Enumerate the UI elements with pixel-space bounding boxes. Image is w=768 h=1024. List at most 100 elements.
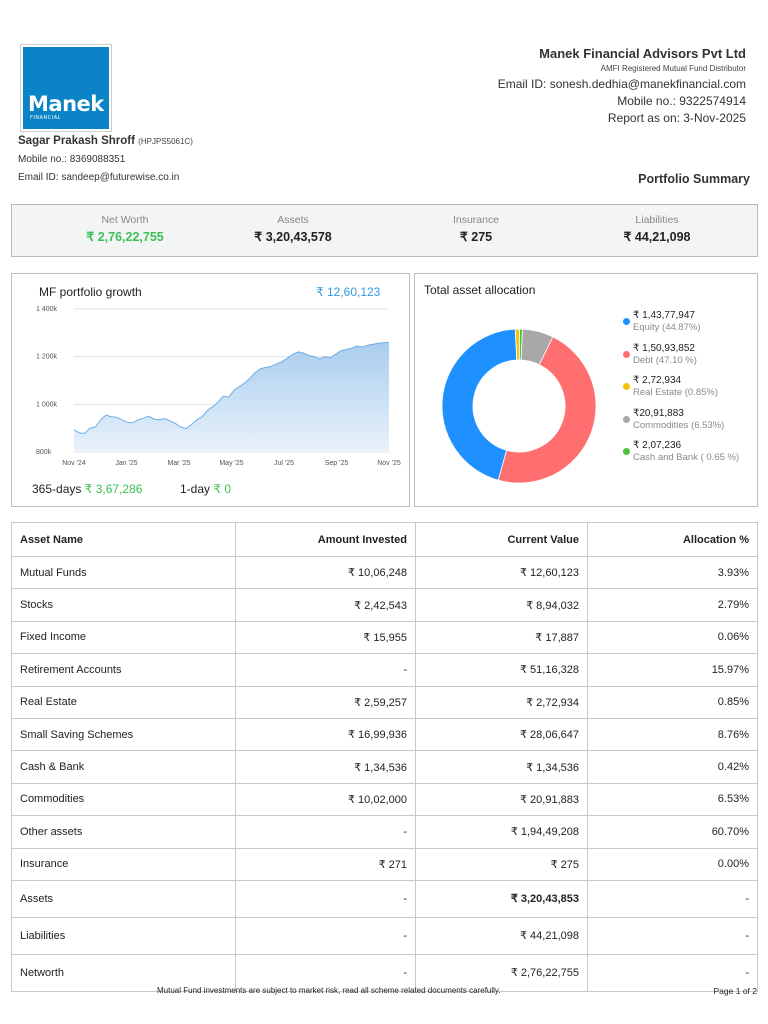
- logo-text: Manek: [28, 92, 104, 116]
- asset-name-cell: Mutual Funds: [11, 555, 236, 590]
- client-mobile: Mobile no.: 8369088351: [18, 154, 126, 165]
- growth-chart-title: MF portfolio growth: [39, 285, 142, 299]
- net-worth-label: Net Worth: [101, 214, 149, 226]
- table-header-row: Asset Name Amount Invested Current Value…: [11, 522, 758, 557]
- report-date: Report as on: 3-Nov-2025: [607, 111, 746, 125]
- page-number: Page 1 of 2: [713, 986, 757, 996]
- donut-slice: [441, 328, 518, 481]
- allocation-cell: -: [587, 916, 758, 955]
- firm-email: Email ID: sonesh.dedhia@manekfinancial.c…: [497, 77, 746, 91]
- legend-label: Equity (44.87%): [633, 322, 701, 333]
- donut-slice: [514, 328, 520, 361]
- legend-value: ₹20,91,883: [633, 407, 684, 419]
- allocation-card: Total asset allocation ₹ 1,43,77,947 Equi…: [414, 273, 758, 507]
- asset-name-cell: Cash & Bank: [11, 750, 236, 784]
- x-tick-label: Jan '25: [115, 460, 137, 467]
- stat-365-label: 365-days: [32, 482, 82, 496]
- current-value-cell: ₹ 44,21,098: [415, 916, 588, 955]
- asset-table: Asset Name Amount Invested Current Value…: [11, 522, 758, 992]
- legend-value: ₹ 2,07,236: [633, 440, 682, 451]
- firm-mobile: Mobile no.: 9322574914: [617, 94, 746, 108]
- allocation-legend: ₹ 1,43,77,947 Equity (44.87%) ₹ 1,50,93,85…: [623, 310, 739, 473]
- amount-invested-cell: -: [235, 879, 416, 918]
- growth-chart-value: ₹ 12,60,123: [316, 285, 381, 299]
- client-pan: (HPJPS5061C): [138, 137, 193, 146]
- disclaimer: Mutual Fund investments are subject to m…: [157, 986, 501, 995]
- amount-invested-cell: ₹ 1,34,536: [235, 750, 416, 784]
- x-tick-label: Sep '25: [325, 460, 349, 467]
- allocation-cell: 60.70%: [587, 815, 758, 849]
- amount-invested-cell: ₹ 15,955: [235, 620, 416, 655]
- assets-label: Assets: [277, 214, 309, 226]
- current-value-cell: ₹ 51,16,328: [415, 653, 588, 687]
- asset-name-cell: Networth: [11, 953, 236, 992]
- firm-details: Manek Financial Advisors Pvt Ltd AMFI Re…: [498, 46, 746, 125]
- insurance-label: Insurance: [452, 214, 500, 226]
- table-row: Small Saving Schemes ₹ 16,99,936 ₹ 28,06,6…: [11, 717, 758, 752]
- current-value-cell: ₹ 17,887: [415, 620, 588, 655]
- allocation-donut: [441, 328, 597, 484]
- liabilities-label: Liabilities: [635, 214, 679, 226]
- current-value-cell: ₹ 8,94,032: [415, 588, 588, 622]
- col-allocation: Allocation %: [587, 522, 758, 557]
- asset-name-cell: Other assets: [11, 815, 236, 849]
- insurance-value: ₹ 275: [459, 230, 493, 244]
- stat-1-day: 1-day ₹ 0: [180, 482, 231, 496]
- current-value-cell: ₹ 3,20,43,853: [415, 879, 588, 918]
- allocation-cell: 0.00%: [587, 847, 758, 881]
- y-tick-label: 800k: [36, 449, 52, 456]
- legend-label: Cash and Bank ( 0.65 %): [633, 452, 740, 463]
- amount-invested-cell: -: [235, 953, 416, 992]
- amount-invested-cell: ₹ 2,42,543: [235, 588, 416, 622]
- logo-tile: Manek FINANCIAL: [23, 47, 109, 129]
- current-value-cell: ₹ 2,72,934: [415, 685, 588, 719]
- table-row: Networth - ₹ 2,76,22,755-: [11, 953, 758, 992]
- current-value-cell: ₹ 12,60,123: [415, 555, 588, 590]
- allocation-cell: 0.06%: [587, 620, 758, 655]
- amount-invested-cell: ₹ 10,02,000: [235, 782, 416, 817]
- asset-name-cell: Retirement Accounts: [11, 653, 236, 687]
- allocation-cell: 2.79%: [587, 588, 758, 622]
- allocation-cell: 3.93%: [587, 555, 758, 590]
- legend-item: ₹ 1,50,93,852 Debt (47.10 %): [623, 343, 739, 376]
- current-value-cell: ₹ 1,34,536: [415, 750, 588, 784]
- growth-line: [73, 341, 390, 434]
- y-tick-label: 1 200k: [36, 354, 58, 361]
- client-name-line: Sagar Prakash Shroff (HPJPS5061C): [18, 135, 193, 147]
- firm-subtitle: AMFI Registered Mutual Fund Distributor: [600, 64, 746, 73]
- summary-box: Net Worth ₹ 2,76,22,755 Assets ₹ 3,20,43…: [11, 204, 758, 257]
- liabilities-value: ₹ 44,21,098: [623, 230, 691, 244]
- table-row: Insurance ₹ 271 ₹ 275 0.00%: [11, 847, 758, 881]
- amount-invested-cell: ₹ 2,59,257: [235, 685, 416, 719]
- amount-invested-cell: ₹ 10,06,248: [235, 555, 416, 590]
- donut-slice: [497, 336, 597, 484]
- section-title: Portfolio Summary: [638, 172, 750, 186]
- allocation-cell: 0.85%: [587, 685, 758, 719]
- current-value-cell: ₹ 28,06,647: [415, 717, 588, 752]
- allocation-cell: -: [587, 953, 758, 992]
- amount-invested-cell: -: [235, 653, 416, 687]
- table-row: Fixed Income ₹ 15,955 ₹ 17,887 0.06%: [11, 620, 758, 655]
- net-worth-value: ₹ 2,76,22,755: [86, 230, 164, 244]
- legend-label: Commodities (6.53%): [633, 419, 725, 431]
- legend-value: ₹ 1,43,77,947: [633, 310, 695, 321]
- amount-invested-cell: ₹ 271: [235, 847, 416, 881]
- growth-chart: 800k 1 000k 1 200k 1 400k Nov '24 Jan '25 Mar …: [36, 306, 401, 467]
- table-row: Cash & Bank ₹ 1,34,536 ₹ 1,34,536 0.42%: [11, 750, 758, 784]
- y-tick-label: 1 400k: [36, 306, 58, 313]
- table-row: Other assets - ₹ 1,94,49,208 60.70%: [11, 815, 758, 849]
- asset-name-cell: Real Estate: [11, 685, 236, 719]
- current-value-cell: ₹ 20,91,883: [415, 782, 588, 817]
- x-tick-label: Nov '24: [62, 460, 86, 467]
- allocation-cell: 0.42%: [587, 750, 758, 784]
- legend-swatch: [623, 350, 630, 358]
- legend-item: ₹ 2,72,934 Real Estate (0.85%): [623, 375, 739, 408]
- table-row: Retirement Accounts - ₹ 51,16,328 15.97%: [11, 653, 758, 687]
- asset-name-cell: Insurance: [11, 847, 236, 881]
- current-value-cell: ₹ 275: [415, 847, 588, 881]
- current-value-cell: ₹ 2,76,22,755: [415, 953, 588, 992]
- table-row: Liabilities - ₹ 44,21,098-: [11, 916, 758, 955]
- y-tick-label: 1 000k: [36, 401, 58, 408]
- legend-item: ₹ 2,07,236 Cash and Bank ( 0.65 %): [623, 440, 739, 473]
- amount-invested-cell: ₹ 16,99,936: [235, 717, 416, 752]
